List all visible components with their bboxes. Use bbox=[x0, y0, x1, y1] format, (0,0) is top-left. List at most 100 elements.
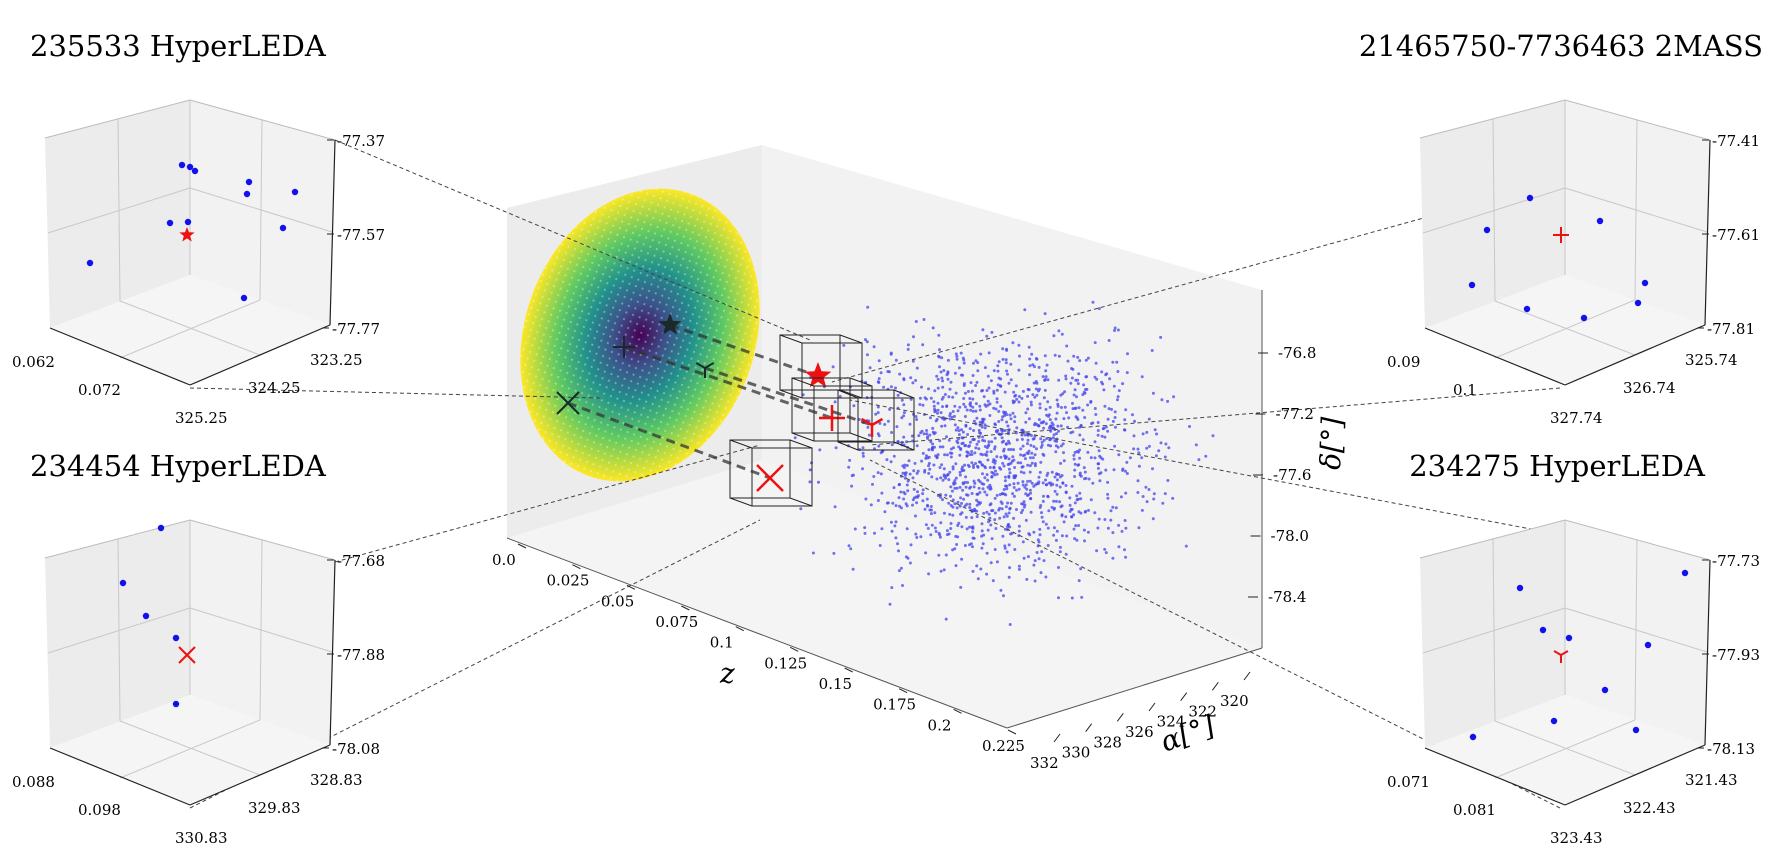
background-point bbox=[973, 481, 977, 485]
inset-z-tick: -77.68 bbox=[337, 552, 385, 570]
background-point bbox=[1166, 479, 1170, 482]
background-point bbox=[923, 470, 927, 474]
background-point bbox=[915, 418, 919, 421]
background-point bbox=[925, 432, 929, 436]
background-point bbox=[1001, 357, 1005, 361]
background-point bbox=[902, 497, 906, 501]
background-point bbox=[1021, 454, 1025, 458]
background-point bbox=[1140, 456, 1144, 460]
background-point bbox=[1131, 413, 1134, 417]
background-point bbox=[1080, 595, 1084, 599]
background-point bbox=[1028, 470, 1032, 474]
background-point bbox=[1097, 307, 1101, 311]
background-point bbox=[949, 522, 953, 525]
background-point bbox=[968, 440, 972, 444]
background-point bbox=[1103, 435, 1107, 439]
background-point bbox=[987, 440, 991, 444]
background-point bbox=[1052, 533, 1056, 537]
background-point bbox=[957, 433, 961, 437]
background-point bbox=[876, 471, 880, 475]
background-point bbox=[968, 506, 972, 509]
main-z-axis-line bbox=[506, 537, 1008, 729]
background-point bbox=[1011, 341, 1015, 345]
inset-y-tick: 324.25 bbox=[248, 379, 301, 397]
background-point bbox=[975, 380, 979, 384]
inset-point bbox=[184, 218, 192, 226]
background-point bbox=[953, 423, 957, 427]
background-point bbox=[1017, 567, 1021, 571]
background-point bbox=[952, 481, 956, 485]
background-point bbox=[1068, 496, 1072, 500]
background-point bbox=[1058, 545, 1062, 549]
background-point bbox=[1006, 501, 1010, 505]
background-point bbox=[1102, 388, 1106, 392]
background-point bbox=[1059, 424, 1063, 428]
background-point bbox=[1121, 382, 1125, 386]
background-point bbox=[947, 395, 951, 399]
background-point bbox=[1057, 329, 1061, 333]
background-point bbox=[894, 504, 898, 508]
background-point bbox=[957, 366, 961, 370]
background-point bbox=[906, 489, 910, 493]
inset-point bbox=[86, 259, 94, 267]
background-point bbox=[879, 371, 883, 375]
background-point bbox=[1046, 544, 1050, 547]
background-point bbox=[973, 451, 977, 455]
inset-point bbox=[186, 163, 194, 171]
background-point bbox=[951, 465, 955, 469]
background-point bbox=[1078, 433, 1082, 437]
background-point bbox=[939, 411, 943, 415]
background-point bbox=[1136, 491, 1140, 494]
background-point bbox=[1046, 526, 1050, 530]
background-point bbox=[933, 407, 936, 411]
background-point bbox=[954, 534, 958, 538]
background-point bbox=[877, 377, 881, 381]
inset-point bbox=[240, 294, 248, 302]
background-point bbox=[1042, 426, 1046, 430]
background-point bbox=[964, 475, 968, 479]
background-point bbox=[1063, 405, 1067, 409]
background-point bbox=[1054, 538, 1058, 542]
background-point bbox=[1104, 551, 1108, 555]
background-point bbox=[1037, 365, 1041, 369]
background-point bbox=[1002, 464, 1006, 468]
x-marker bbox=[756, 464, 784, 492]
background-point bbox=[1147, 417, 1151, 421]
tri-marker bbox=[1553, 650, 1569, 663]
background-point bbox=[951, 410, 955, 413]
background-point bbox=[968, 427, 972, 431]
background-point bbox=[1038, 406, 1042, 410]
background-point bbox=[912, 469, 916, 473]
background-point bbox=[1026, 479, 1030, 483]
background-point bbox=[1029, 443, 1033, 447]
background-point bbox=[1058, 500, 1062, 504]
background-point bbox=[1037, 475, 1041, 479]
background-point bbox=[976, 492, 980, 496]
background-point bbox=[951, 498, 955, 502]
background-point bbox=[963, 544, 967, 547]
background-point bbox=[1113, 410, 1117, 414]
background-point bbox=[972, 479, 976, 483]
background-point bbox=[939, 476, 943, 480]
background-point bbox=[983, 423, 987, 427]
background-point bbox=[941, 478, 945, 482]
background-point bbox=[879, 451, 883, 455]
background-point bbox=[999, 588, 1003, 592]
background-point bbox=[1050, 505, 1054, 509]
background-point bbox=[1099, 456, 1103, 460]
background-point bbox=[1011, 411, 1015, 415]
plus-marker bbox=[1553, 227, 1569, 243]
background-point bbox=[1026, 407, 1030, 411]
background-point bbox=[1094, 361, 1098, 365]
background-point bbox=[905, 504, 909, 508]
background-point bbox=[983, 465, 987, 468]
inset-point bbox=[1632, 726, 1640, 734]
background-point bbox=[831, 365, 835, 369]
background-point bbox=[1097, 449, 1101, 453]
background-point bbox=[1017, 564, 1021, 568]
background-point bbox=[1097, 517, 1101, 521]
background-point bbox=[970, 389, 974, 393]
background-point bbox=[906, 556, 910, 560]
background-point bbox=[911, 439, 914, 443]
